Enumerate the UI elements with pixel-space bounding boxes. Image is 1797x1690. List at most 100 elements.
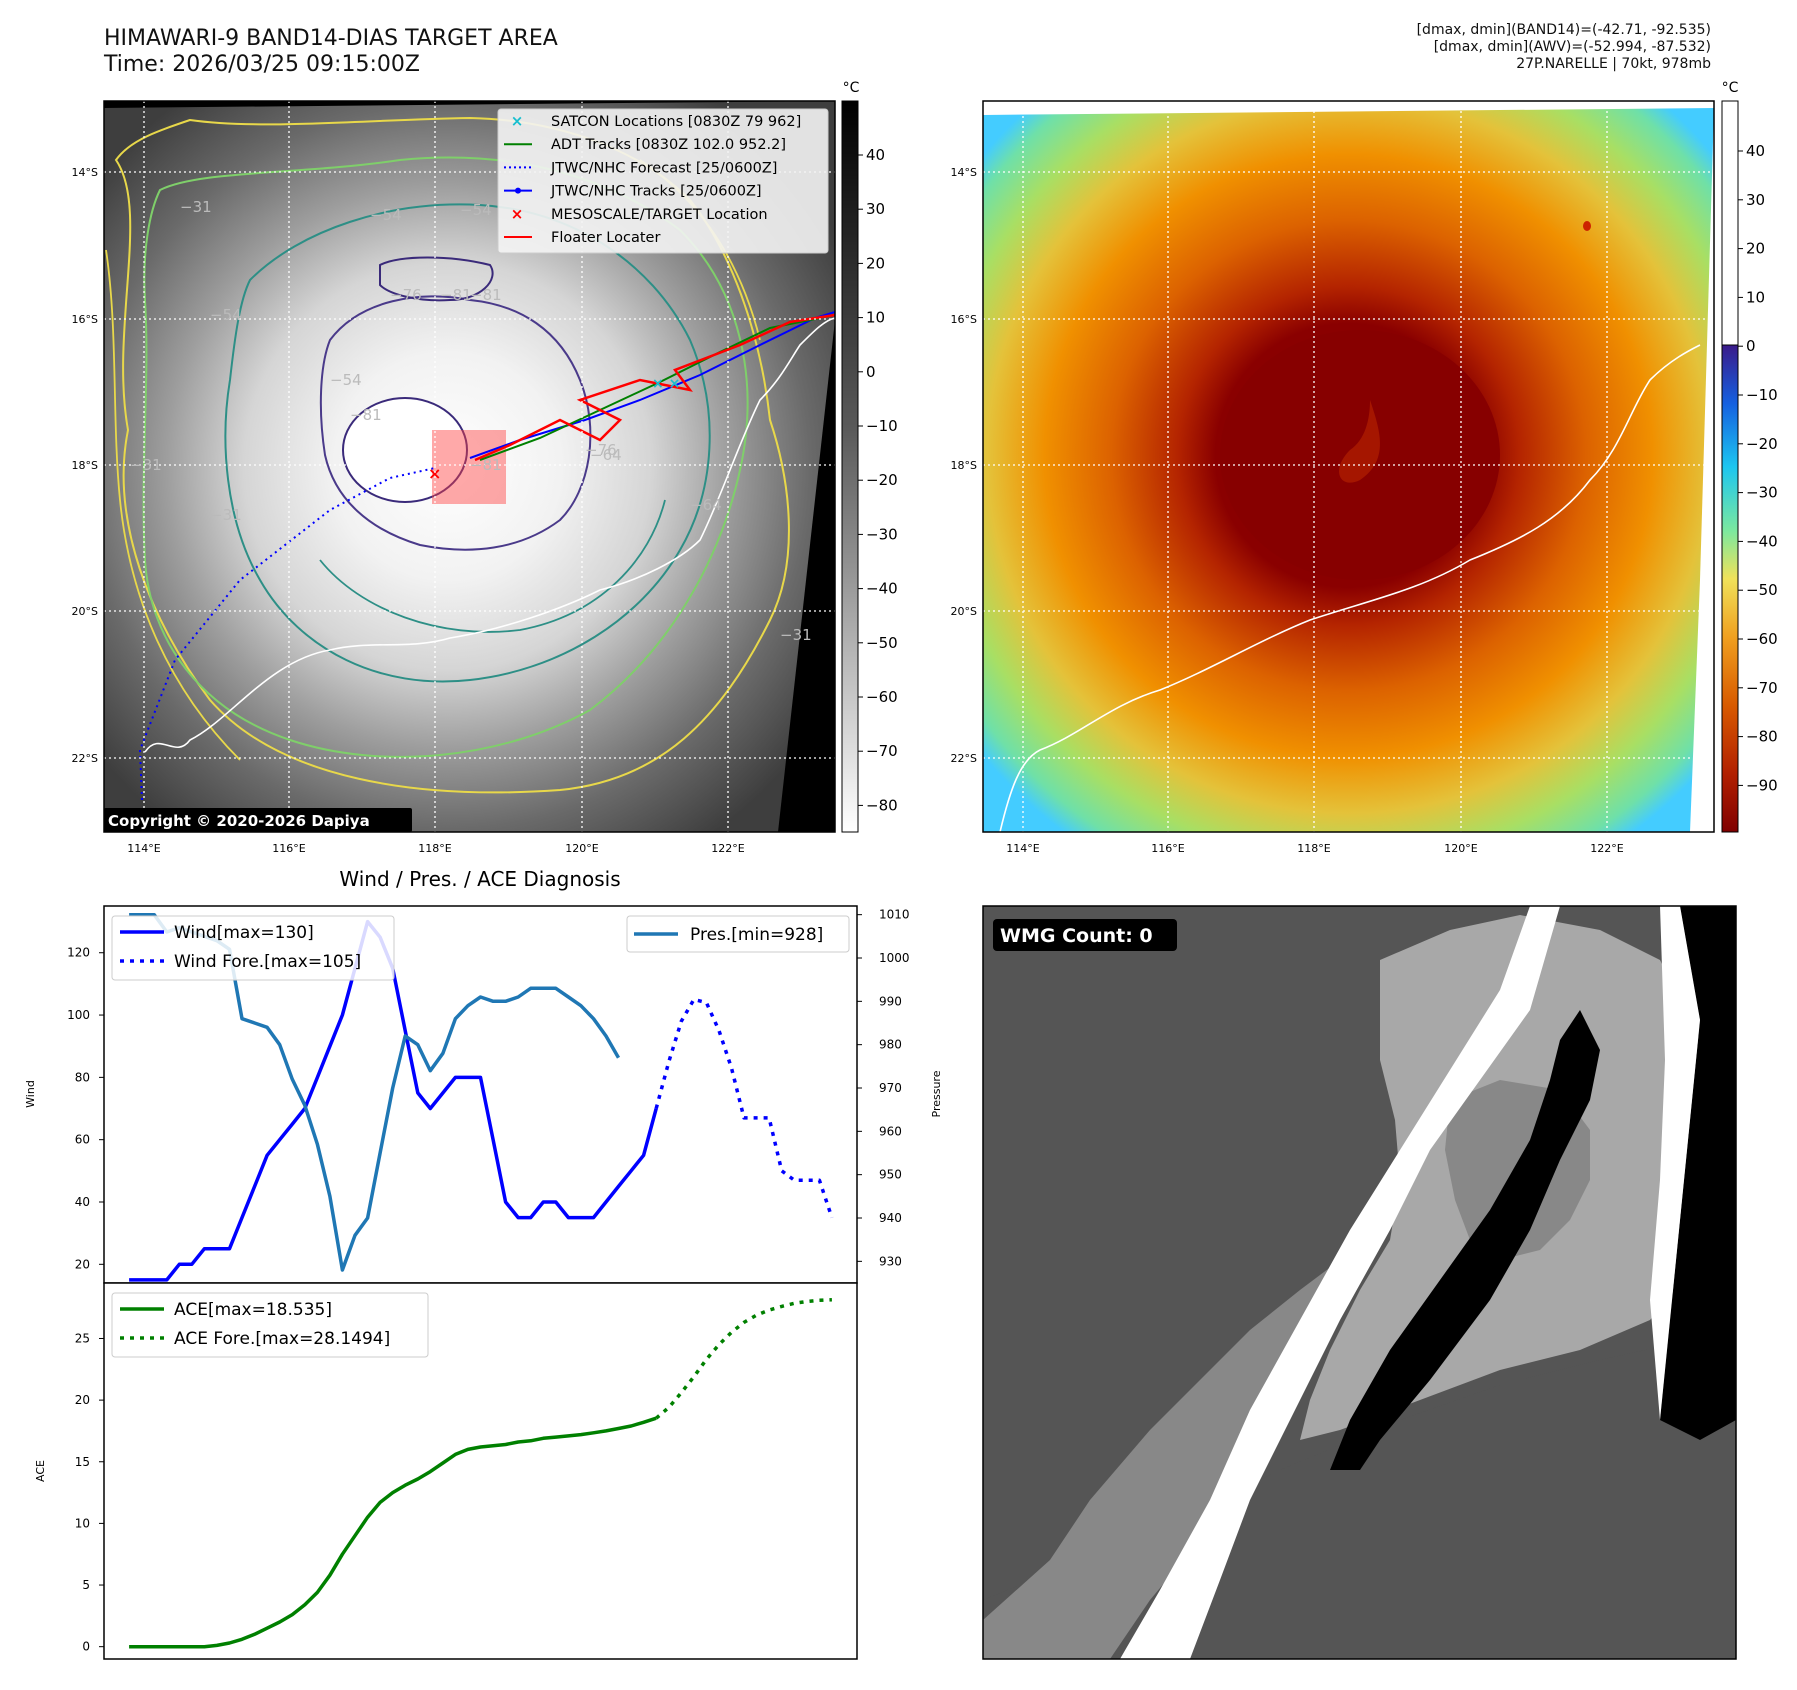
ir-cold-core (342, 397, 468, 503)
contour-label: −81 (440, 286, 472, 304)
awv-coastline (999, 344, 1701, 832)
figure-title: HIMAWARI-9 BAND14-DIAS TARGET AREA Time:… (104, 26, 558, 78)
info-line1: [dmax, dmin](BAND14)=(-42.71, -92.535) (1416, 22, 1711, 38)
colorbar-tick-label: 40 (866, 146, 885, 164)
lat-label: 22°S (951, 752, 977, 765)
y2-tick-label: 960 (879, 1124, 902, 1138)
jtwc-best-track (469, 311, 835, 459)
legend-label: MESOSCALE/TARGET Location (551, 207, 768, 223)
contour-label: −76 (585, 441, 617, 459)
y2-tick-label: 950 (879, 1168, 902, 1182)
wind-legend-box (111, 915, 395, 981)
colorbar-tick-label: −30 (1746, 484, 1778, 502)
ace-fore-legend-label: ACE Fore.[max=28.1494] (174, 1329, 390, 1349)
ace-chart: 0 5 10 15 20 25 ACE ACE[max=18.535] ACE Fore.… (34, 1282, 858, 1660)
colorbar-tick-label: 10 (866, 309, 885, 327)
awv-imagery-panel (982, 100, 1715, 833)
y-tick-label: 25 (75, 1331, 90, 1345)
y2-tick-label: 1010 (879, 908, 910, 922)
colorbar-tick-label: 0 (1746, 337, 1756, 355)
ir-coastline (144, 317, 835, 753)
colorbar-tick-label: −80 (1746, 728, 1778, 746)
lat-label: 16°S (951, 313, 977, 326)
ir-gridlines (104, 101, 835, 832)
info-line3: 27P.NARELLE | 70kt, 978mb (1516, 56, 1711, 72)
colorbar-tick-label: −70 (1746, 679, 1778, 697)
lon-label: 116°E (272, 842, 305, 855)
y-tick-label: 10 (75, 1516, 90, 1530)
colorbar-tick-label: −60 (1746, 630, 1778, 648)
wind-legend: Wind[max=130] Wind Fore.[max=105] (111, 915, 395, 981)
wmg-white-band (1120, 906, 1560, 1659)
awv-eye-swirl (1339, 400, 1380, 483)
pressure-ylabel: Pressure (930, 1070, 943, 1117)
lon-label: 120°E (1444, 842, 1477, 855)
legend-label: SATCON Locations [0830Z 79 962] (551, 114, 801, 130)
colorbar-tick-label: −10 (866, 417, 898, 435)
contour-label: −54 (460, 201, 492, 219)
awv-colorbar-unit: °C (1722, 80, 1739, 96)
lat-label: 20°S (951, 605, 977, 618)
ir-contour-31 (114, 116, 790, 794)
y-tick-label: 5 (82, 1578, 90, 1592)
contour-label: −64 (690, 496, 722, 514)
lon-label: 114°E (127, 842, 160, 855)
ir-contour-labels: −31−31−31−31−54−54 −54−54−64−64−76−76−81−… (130, 198, 812, 644)
y-tick-label: 0 (82, 1640, 90, 1654)
colorbar-tick-label: 20 (1746, 240, 1765, 258)
ir-legend: × SATCON Locations [0830Z 79 962] ADT Trac… (497, 108, 829, 254)
copyright-box (104, 808, 412, 832)
ir-contour-54 (142, 156, 749, 758)
legend-entry: JTWC/NHC Forecast [25/0600Z] (504, 160, 777, 176)
ace-legend-label: ACE[max=18.535] (174, 1300, 332, 1320)
title-line2: Time: 2026/03/25 09:15:00Z (104, 52, 420, 77)
lat-label: 18°S (72, 459, 98, 472)
contour-label: −54 (330, 371, 362, 389)
pressure-legend: Pres.[min=928] (626, 915, 850, 953)
colorbar-tick-label: 30 (866, 200, 885, 218)
pressure-y-ticks: 930 940 950 960 970 980 990 1000 1010 (857, 908, 910, 1268)
legend-label: JTWC/NHC Tracks [25/0600Z] (550, 184, 762, 200)
pressure-legend-label: Pres.[min=928] (690, 925, 823, 945)
contour-label: −64 (590, 446, 622, 464)
floater-track (474, 313, 835, 462)
lon-label: 114°E (1006, 842, 1039, 855)
colorbar-tick-label: 30 (1746, 191, 1765, 209)
lon-label: 122°E (711, 842, 744, 855)
wmg-right-white (1650, 906, 1700, 1420)
lon-label: 122°E (1590, 842, 1623, 855)
legend-entry: Floater Locater (504, 230, 660, 246)
ir-legend-items: × SATCON Locations [0830Z 79 962] ADT Trac… (504, 112, 801, 246)
ir-contour-64-b (319, 499, 666, 633)
lat-label: 18°S (951, 459, 977, 472)
info-line2: [dmax, dmin](AWV)=(-52.994, -87.532) (1433, 39, 1711, 55)
contour-label: −31 (210, 506, 242, 524)
contour-label: −81 (470, 286, 502, 304)
ir-colorbar-ticks: 40 30 20 10 0 −10 −20 −30 −40 −50 −60 −70 −80 (858, 146, 898, 814)
ace-legend: ACE[max=18.535] ACE Fore.[max=28.1494] (111, 1292, 429, 1358)
ir-contour-76 (319, 295, 592, 551)
colorbar-tick-label: 20 (866, 254, 885, 272)
contour-label: −54 (370, 206, 402, 224)
legend-marker-x: × (511, 205, 524, 223)
awv-colorbar-cold (1721, 344, 1739, 833)
ace-y-ticks: 0 5 10 15 20 25 (75, 1331, 104, 1654)
satcon-marker: × × (652, 376, 680, 392)
y-tick-label: 40 (75, 1195, 90, 1209)
contour-label: −31 (130, 456, 162, 474)
colorbar-tick-label: −70 (866, 742, 898, 760)
colorbar-tick-label: 40 (1746, 142, 1765, 160)
legend-entry: ADT Tracks [0830Z 102.0 952.2] (504, 137, 786, 153)
lon-label: 118°E (418, 842, 451, 855)
floater-box (432, 430, 506, 504)
ir-colorbar: °C 40 30 20 10 0 −10 −20 −30 −40 −50 −60 −70 −80 (841, 80, 898, 833)
awv-small-cell (1583, 221, 1591, 231)
y-tick-label: 80 (75, 1070, 90, 1084)
awv-colorbar-warm (1721, 100, 1739, 346)
wind-legend-label: Wind[max=130] (174, 923, 314, 943)
lon-label: 118°E (1297, 842, 1330, 855)
ir-imagery-panel: × × × −31−31−31−31−54−54 −54−54−64−64−76−… (103, 100, 836, 833)
target-marker: × (428, 464, 441, 483)
colorbar-tick-label: −50 (1746, 581, 1778, 599)
